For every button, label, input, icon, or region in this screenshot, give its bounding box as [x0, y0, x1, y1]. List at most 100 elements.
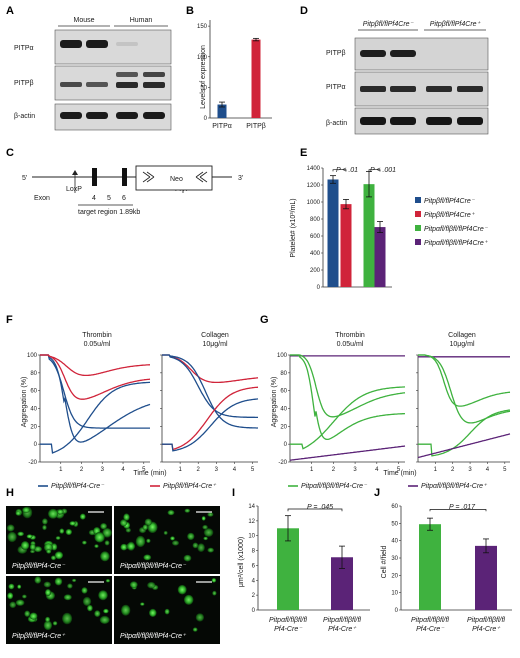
panel-c-5prime: 5': [22, 175, 27, 182]
micrograph-3: [6, 576, 112, 644]
panel-f-thrombin-ytick-label: 40: [30, 407, 37, 413]
panel-g-thrombin-ytick-label: 60: [280, 389, 287, 395]
cell-blob: [22, 594, 27, 599]
panel-f-thrombin-trace: [40, 354, 151, 400]
legend-swatch-3: [415, 225, 421, 231]
cell-blob: [98, 590, 108, 601]
cell-blob: [24, 610, 31, 617]
panel-c-exon-4: 4: [92, 195, 96, 202]
cell-blob: [7, 592, 14, 600]
cell-blob: [183, 594, 194, 605]
panel-f-subtitle-1: 0.05u/ml: [84, 341, 111, 348]
cell-blob: [105, 579, 110, 583]
panel-f-title-1: Thrombin: [82, 332, 112, 339]
cell-blob: [42, 524, 47, 531]
panel-d-row-actin: β-actin: [326, 120, 347, 127]
panel-e-ytick-label: 1000: [307, 200, 321, 206]
panel-f-thrombin-ytick-label: 20: [30, 424, 37, 430]
panel-h-label: H: [6, 487, 14, 499]
cell-blob: [102, 528, 112, 538]
panel-a-label: A: [6, 5, 14, 17]
panel-h-micrographs: Pitpβfl/flPf4-Cre⁻ Pitpαfl/flβfl/flPf4-C…: [6, 506, 220, 644]
cell-blob: [183, 554, 192, 562]
cell-blob: [59, 528, 65, 534]
panel-f-collagen-trace: [162, 386, 259, 451]
panel-g-thrombin-ytick-label: 40: [280, 407, 287, 413]
cell-blob: [43, 543, 53, 552]
cell-blob: [184, 508, 191, 513]
cell-blob: [127, 541, 135, 551]
panel-c-exon-word: Exon: [34, 195, 50, 202]
cell-blob: [207, 512, 214, 517]
panel-c-3prime: 3': [238, 175, 243, 182]
cell-blob: [94, 610, 101, 617]
cell-blob: [15, 599, 25, 606]
cell-blob: [192, 542, 199, 549]
panel-g-label: G: [260, 314, 269, 326]
panel-g-title-1: Thrombin: [335, 332, 365, 339]
panel-i-ytick-label: 12: [248, 519, 255, 525]
panel-d-row-pitpb: PITPβ: [326, 50, 346, 57]
panel-b-ytick-label: 50: [200, 85, 207, 91]
panel-g-thrombin-xtick-label: 3: [353, 467, 357, 473]
cell-blob: [48, 508, 59, 519]
cell-blob: [54, 577, 63, 586]
panel-j-ytick-label: 10: [391, 591, 398, 597]
cell-blob: [9, 601, 17, 609]
panel-i-ytick-label: 6: [252, 563, 256, 569]
cell-blob: [177, 584, 187, 595]
panel-f-collagen-trace: [162, 398, 259, 452]
cell-blob: [55, 536, 61, 540]
panel-e-chart: Platelet# (x10³/mL) P < .01 P < .001 Pit…: [290, 166, 489, 291]
panel-b-bar: [217, 104, 227, 118]
panel-f-collagen-xtick-label: 2: [197, 467, 201, 473]
panel-f-collagen-xtick-label: 5: [251, 467, 255, 473]
panel-i-annotation: P = .045: [307, 504, 333, 511]
panel-c-label: C: [6, 147, 14, 159]
cell-blob: [100, 523, 107, 530]
panel-g-xlabel: Time (min): [383, 470, 416, 477]
cell-blob: [15, 511, 21, 516]
panel-f-collagen-trace: [162, 354, 258, 429]
panel-e-ytick-label: 1200: [307, 183, 321, 189]
panel-g-subtitle-1: 0.05u/ml: [337, 341, 364, 348]
panel-a-row-pitpb: PITPβ: [14, 80, 34, 87]
panel-g-thrombin-xtick-label: 1: [310, 467, 314, 473]
panel-i-ytick-label: 14: [248, 504, 255, 510]
panel-a-blot: Mouse Human PITPα PITPβ β-actin: [14, 17, 172, 131]
panel-f-collagen-xtick-label: 4: [233, 467, 237, 473]
panel-j-category-label: Pitpαfl/flβfl/fl Pf4-Cre⁺: [467, 617, 505, 633]
panel-g-thrombin-ytick-label: 80: [280, 371, 287, 377]
panel-e-bar: [374, 227, 386, 287]
panel-g-thrombin-ytick-label: 100: [277, 353, 288, 359]
panel-g-collagen-xtick-label: 2: [451, 467, 455, 473]
cell-blob: [20, 541, 30, 550]
cell-blob: [201, 516, 206, 521]
panel-g-thrombin-xtick-label: 5: [397, 467, 401, 473]
panel-g-collagen-trace: [418, 354, 511, 424]
panel-h-caption-4: Pitpαfl/flβfl/flPf4-Cre⁺: [120, 633, 187, 640]
panel-c-target: target region 1.89kb: [78, 209, 140, 216]
panel-b-category-label: PITPα: [212, 123, 232, 130]
panel-j-ytick-label: 30: [391, 556, 398, 562]
panel-d-blot: Pitpβfl/flPf4Cre⁻ Pitpβfl/flPf4Cre⁺ PITP…: [326, 21, 489, 135]
panel-d-group-ko: Pitpβfl/flPf4Cre⁺: [430, 21, 482, 28]
panel-d-group-ctrl: Pitpβfl/flPf4Cre⁻: [363, 21, 415, 28]
cell-blob: [45, 589, 51, 596]
cell-blob: [203, 528, 214, 537]
cell-blob: [57, 509, 64, 515]
panel-j-ytick-label: 60: [391, 504, 398, 510]
panel-f-collagen-trace: [162, 354, 259, 384]
panel-g-collagen-trace: [418, 409, 511, 457]
panel-b-ylabel: Levels of expression: [200, 45, 207, 109]
panel-f-thrombin-ytick-label: -20: [28, 460, 37, 466]
cell-blob: [149, 608, 157, 618]
panel-h-caption-1: Pitpβfl/flPf4-Cre⁻: [12, 563, 66, 570]
panel-i-label: I: [232, 487, 235, 499]
panel-g-collagen-xtick-label: 5: [503, 467, 507, 473]
cell-blob: [46, 549, 52, 554]
cell-blob: [163, 530, 168, 535]
panel-e-annot-1: P < .01: [336, 167, 358, 174]
cell-blob: [7, 531, 17, 543]
panel-f-ylabel: Aggregation (%): [21, 377, 28, 428]
